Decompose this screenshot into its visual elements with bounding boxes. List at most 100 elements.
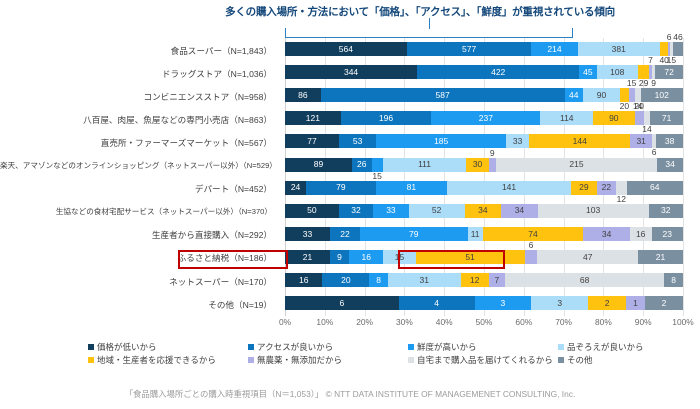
bar-segment: 422 — [417, 65, 580, 80]
legend-swatch-icon — [88, 356, 94, 363]
bar-segment: 77 — [285, 134, 340, 149]
value-axis: 0% 10% 20% 30% 40% 50% 60% 70% 80% 90% 100% — [279, 317, 694, 331]
bar-segment: 237 — [431, 111, 541, 126]
x-axis-tick-label: 90% — [634, 317, 652, 327]
bar-segment: 45 — [579, 65, 597, 80]
bar-segment: 44 — [564, 88, 583, 103]
bar-segment: 21 — [285, 249, 330, 264]
bar-segment: 108 — [596, 65, 639, 80]
legend-swatch-icon — [408, 343, 414, 350]
bar-segment: 196 — [340, 111, 432, 126]
x-axis-tick-label: 40% — [435, 317, 453, 327]
legend-swatch-icon — [248, 343, 254, 350]
legend-item[interactable]: 鮮度が高いから — [408, 341, 477, 353]
category-label: 八百屋、肉屋、魚屋などの専門小売店（N=863） — [83, 114, 272, 125]
legend-swatch-icon — [558, 343, 564, 350]
category-label: ネットスーパー（N=170） — [169, 276, 272, 287]
x-axis-tick-label: 20% — [356, 317, 373, 327]
bar-segment: 6 — [652, 134, 657, 156]
bar-segment: 121 — [285, 111, 341, 126]
bar-segment: 38 — [656, 134, 683, 149]
bar-segment: 81 — [375, 180, 447, 195]
bar-segment: 12 — [616, 180, 627, 203]
bar-row: 89 26 15 111 30 9 215 34 — [285, 148, 683, 180]
legend-label: アクセスが良いから — [257, 341, 334, 352]
bar-segment: 2 — [645, 296, 683, 311]
chart-annotation-title: 多くの購入場所・方法において「価格」、「アクセス」、「鮮度」が重視されている傾向 — [225, 6, 615, 18]
gridline — [364, 38, 366, 316]
x-axis-tick-label: 80% — [595, 317, 612, 327]
x-axis-tick-label: 100% — [672, 317, 694, 327]
bar-segment: 29 — [638, 65, 650, 87]
bar-segment: 185 — [376, 134, 507, 149]
bar-segment: 50 — [285, 203, 339, 218]
legend-item[interactable]: 無農薬・無添加だから — [248, 354, 342, 366]
bar-segment: 111 — [382, 157, 467, 172]
bar-segment: 68 — [505, 273, 665, 287]
bar-segment: 11 — [467, 226, 483, 241]
gridlines — [285, 38, 684, 316]
x-axis-tick-label: 60% — [515, 317, 533, 327]
bar-segment: 114 — [540, 111, 594, 126]
bar-row: 86 587 44 90 20 15 14 102 — [285, 79, 683, 110]
highlight-box-row-label — [178, 250, 288, 269]
legend-swatch-icon — [88, 343, 94, 350]
bar-segment: 31 — [630, 134, 653, 149]
highlight-box-segment — [398, 250, 505, 269]
gridline — [563, 38, 565, 316]
bar-segment: 564 — [285, 42, 407, 56]
bar-rows: 564 577 214 381 40 6 15 46 344 422 45 108 29 7 9 72 86 58… — [285, 33, 683, 316]
bar-segment: 16 — [349, 249, 384, 264]
bar-segment: 20 — [322, 273, 370, 287]
bar-segment: 6 — [667, 33, 671, 56]
bar-segment: 34 — [657, 157, 683, 172]
bar-segment: 14 — [633, 88, 642, 110]
bar-segment: 32 — [338, 203, 374, 218]
legend-item[interactable]: 品ぞろえが良いから — [558, 341, 644, 353]
bar-segment: 34 — [501, 203, 538, 218]
legend-item[interactable]: 地域・生産者を応援できるから — [88, 354, 216, 366]
bar-segment: 79 — [306, 180, 376, 195]
gridline — [404, 38, 406, 316]
bar-segment: 381 — [577, 42, 660, 56]
bar-row: 33 22 79 11 74 34 16 23 — [285, 226, 683, 241]
bar-row: 50 32 33 52 34 34 103 32 — [285, 203, 683, 218]
bar-segment: 22 — [329, 226, 360, 241]
legend-item[interactable]: アクセスが良いから — [248, 341, 333, 353]
bar-segment: 26 — [351, 157, 372, 172]
bar-segment: 46 — [673, 33, 683, 56]
bar-segment: 30 — [466, 157, 489, 172]
legend-item[interactable]: その他 — [558, 354, 593, 366]
legend-item[interactable]: 自宅まで購入品を届けてくれるから — [408, 354, 553, 366]
category-label: 食品スーパー（N=1,843） — [170, 45, 272, 56]
legend-swatch-icon — [248, 356, 254, 363]
x-axis-tick-label: 70% — [555, 317, 572, 327]
bar-segment: 40 — [659, 42, 669, 64]
bar-segment: 103 — [537, 203, 649, 218]
bar-segment: 15 — [667, 42, 676, 64]
bar-segment: 6 — [524, 241, 538, 264]
bar-segment: 14 — [642, 111, 652, 133]
gridline — [683, 38, 684, 316]
bar-segment: 8 — [369, 273, 388, 287]
bar-segment: 22 — [596, 180, 617, 195]
bar-segment: 90 — [593, 111, 635, 126]
x-axis-tick-label: 0% — [278, 317, 292, 327]
bar-segment: 52 — [408, 203, 465, 218]
legend-item[interactable]: 価格が低いから — [88, 341, 157, 353]
legend-label: 無農薬・無添加だから — [257, 354, 343, 365]
bar-segment: 24 — [285, 180, 307, 195]
x-axis-tick-label: 30% — [396, 317, 413, 327]
bar-segment: 53 — [339, 134, 377, 149]
legend-row: 地域・生産者を応援できるから 無農薬・無添加だから 自宅まで購入品を届けてくれるから… — [88, 353, 688, 366]
x-axis-tick-label: 50% — [475, 317, 493, 327]
category-label: 生産者から直接購入（N=292） — [151, 230, 272, 241]
plot-area: 564 577 214 381 40 6 15 46 344 422 45 108 29 7 9 72 86 58… — [285, 33, 684, 316]
bar-row: 24 79 81 141 29 22 12 64 — [285, 180, 683, 203]
bar-segment: 4 — [398, 296, 475, 311]
legend-swatch-icon — [558, 356, 564, 363]
chart-footer-source: 「食品購入場所ごとの購入時重視項目（N＝1,053）」 © NTT DATA I… — [124, 389, 576, 399]
bar-segment: 16 — [629, 226, 652, 241]
category-axis-labels: 食品スーパー（N=1,843） ドラッグストア（N=1,036） コンビニエンススト… — [0, 38, 278, 316]
